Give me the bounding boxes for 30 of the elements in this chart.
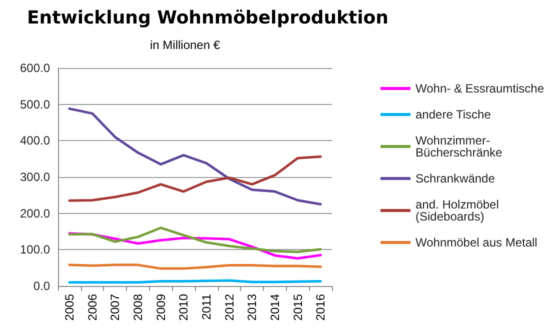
legend-label: Wohnmöbel aus Metall (416, 236, 538, 250)
line-series (68, 155, 322, 202)
x-tick-label: 2015 (290, 294, 305, 321)
y-tick-label: 500.0 (20, 97, 50, 112)
line-series (68, 107, 322, 206)
y-tick-label: 100.0 (20, 242, 50, 257)
y-tick-label: 400.0 (20, 134, 50, 148)
x-tick-label: 2010 (176, 294, 191, 321)
legend-label: Wohnzimmer-Bücherschränke (416, 134, 503, 160)
y-tick-label: 0.0 (33, 279, 50, 293)
legend-label: andere Tische (416, 108, 492, 122)
x-tick-label: 2012 (222, 294, 236, 321)
x-tick-label: 2005 (62, 294, 76, 321)
x-tick-label: 2008 (130, 294, 145, 321)
x-tick-label: 2006 (85, 294, 100, 321)
legend-label: Schrankwände (416, 172, 496, 186)
y-tick-label: 200.0 (20, 206, 50, 220)
x-tick-label: 2007 (108, 294, 122, 321)
x-tick-label: 2014 (268, 294, 282, 321)
legend-label: and. Holzmöbel (Sideboards) (416, 198, 502, 224)
y-tick-label: 300.0 (20, 170, 50, 184)
x-tick-label: 2016 (314, 294, 328, 321)
chart-subtitle: in Millionen € (150, 38, 220, 52)
legend-label: Wohn- & Essraumtische (416, 82, 544, 96)
x-tick-label: 2013 (245, 294, 260, 321)
chart-title: Entwicklung Wohnmöbelproduktion (27, 8, 388, 28)
x-tick-label: 2011 (199, 294, 214, 320)
x-tick-label: 2009 (154, 294, 168, 321)
y-tick-label: 600.0 (20, 61, 50, 75)
line-series (68, 226, 322, 254)
